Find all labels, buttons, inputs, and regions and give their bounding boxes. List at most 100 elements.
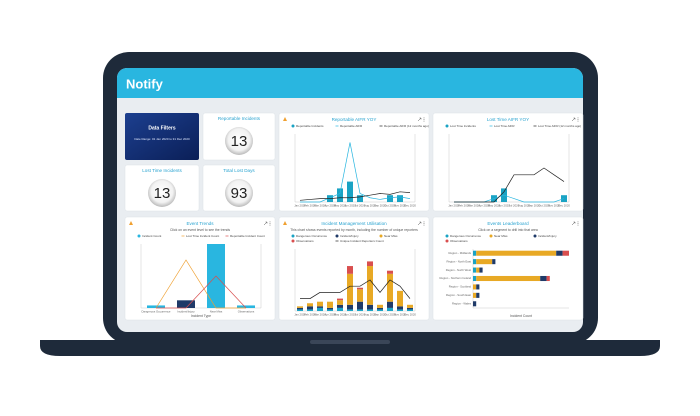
legend-label[interactable]: Near Miss xyxy=(494,234,508,238)
bar-segment[interactable] xyxy=(387,301,393,308)
bar-segment[interactable] xyxy=(397,306,403,310)
bar[interactable] xyxy=(347,181,353,202)
bar-segment[interactable] xyxy=(317,301,323,307)
bar-segment[interactable] xyxy=(479,267,483,273)
bar[interactable] xyxy=(147,305,165,308)
bar-segment[interactable] xyxy=(377,304,383,308)
bar-segment[interactable] xyxy=(357,309,363,311)
bar-segment[interactable] xyxy=(476,284,480,290)
legend-label[interactable]: Incident/Injury xyxy=(538,234,557,238)
bar-segment[interactable] xyxy=(327,309,333,311)
bar-segment[interactable] xyxy=(377,307,383,310)
bar-segment[interactable] xyxy=(407,304,413,308)
legend-label[interactable]: Dangerous Occurrence xyxy=(450,234,481,238)
bar[interactable] xyxy=(397,195,403,202)
legend-swatch[interactable] xyxy=(137,234,141,238)
bar-segment[interactable] xyxy=(307,306,313,310)
bar-segment[interactable] xyxy=(476,259,493,265)
bar[interactable] xyxy=(337,188,343,202)
bar-segment[interactable] xyxy=(473,250,477,256)
legend-label[interactable]: Incident/Injury xyxy=(340,234,359,238)
bar-segment[interactable] xyxy=(347,309,353,311)
legend-label[interactable]: Near Miss xyxy=(384,234,398,238)
bar-segment[interactable] xyxy=(357,301,363,310)
legend-swatch[interactable] xyxy=(533,234,537,238)
legend-swatch[interactable] xyxy=(445,124,449,128)
bar-segment[interactable] xyxy=(473,284,477,290)
bar-segment[interactable] xyxy=(540,275,547,282)
legend-label[interactable]: Lost Time Incidents xyxy=(450,124,476,128)
legend-swatch[interactable] xyxy=(291,124,295,128)
bar-segment[interactable] xyxy=(337,300,343,305)
bar-segment[interactable] xyxy=(307,309,313,311)
bar-segment[interactable] xyxy=(337,304,343,308)
legend-label[interactable]: Incident Count xyxy=(142,234,162,238)
bar-segment[interactable] xyxy=(327,307,333,310)
bar-segment[interactable] xyxy=(476,275,541,282)
bar-segment[interactable] xyxy=(473,301,477,307)
legend-swatch[interactable] xyxy=(291,234,295,238)
bar-segment[interactable] xyxy=(476,267,480,273)
bar-segment[interactable] xyxy=(397,309,403,311)
bar-segment[interactable] xyxy=(473,259,477,265)
bar-segment[interactable] xyxy=(347,273,353,305)
bar-segment[interactable] xyxy=(407,307,413,310)
expand-icon[interactable] xyxy=(417,221,422,226)
filter-panel[interactable] xyxy=(125,113,199,160)
bar-segment[interactable] xyxy=(367,266,373,305)
bar-segment[interactable] xyxy=(407,309,413,311)
bar-segment[interactable] xyxy=(367,261,373,267)
logo[interactable]: Notify xyxy=(126,76,164,91)
expand-icon[interactable] xyxy=(417,117,422,122)
bar-segment[interactable] xyxy=(387,307,393,311)
bar-segment[interactable] xyxy=(397,290,403,307)
bar-segment[interactable] xyxy=(357,287,363,290)
bar-segment[interactable] xyxy=(367,304,373,310)
legend-swatch[interactable] xyxy=(335,234,339,238)
bar-segment[interactable] xyxy=(297,306,303,308)
legend-swatch[interactable] xyxy=(445,239,449,243)
bar-segment[interactable] xyxy=(337,298,343,301)
bar-segment[interactable] xyxy=(562,250,569,256)
legend-label[interactable]: Lost Time Incident Count xyxy=(186,234,219,238)
legend-label[interactable]: Dangerous Occurrence xyxy=(296,234,327,238)
legend-label[interactable]: Unique Incident Reporters Count xyxy=(340,239,384,243)
bar-segment[interactable] xyxy=(307,303,313,307)
bar-segment[interactable] xyxy=(297,307,303,310)
legend-label[interactable]: Lost Time AIFR xyxy=(494,124,515,128)
bar-segment[interactable] xyxy=(327,301,333,308)
bar-segment[interactable] xyxy=(476,292,480,298)
legend-label[interactable]: Observations xyxy=(450,239,468,243)
bar-segment[interactable] xyxy=(297,309,303,311)
legend-swatch[interactable] xyxy=(489,234,493,238)
bar-segment[interactable] xyxy=(347,266,353,274)
bar[interactable] xyxy=(387,195,393,202)
legend-label[interactable]: Observations xyxy=(296,239,314,243)
bar-segment[interactable] xyxy=(556,250,563,256)
legend-label[interactable]: Reportable AIFR (12 months ago) xyxy=(384,124,429,128)
legend-label[interactable]: Reportable AIFR xyxy=(340,124,363,128)
warning-icon[interactable] xyxy=(129,221,133,225)
bar[interactable] xyxy=(237,305,255,308)
bar-segment[interactable] xyxy=(473,292,477,298)
expand-icon[interactable] xyxy=(263,221,268,226)
bar-segment[interactable] xyxy=(347,304,353,310)
bar-segment[interactable] xyxy=(357,289,363,302)
expand-icon[interactable] xyxy=(571,221,576,226)
legend-swatch[interactable] xyxy=(291,239,295,243)
bar-segment[interactable] xyxy=(387,273,393,302)
bar-segment[interactable] xyxy=(473,267,477,273)
expand-icon[interactable] xyxy=(571,117,576,122)
bar-segment[interactable] xyxy=(387,270,393,274)
legend-label[interactable]: Lost Time AIFR (12 months ago) xyxy=(538,124,581,128)
bar-segment[interactable] xyxy=(473,275,477,282)
legend-swatch[interactable] xyxy=(445,234,449,238)
bar-segment[interactable] xyxy=(492,259,496,265)
bar-segment[interactable] xyxy=(476,250,557,256)
warning-icon[interactable] xyxy=(283,117,287,121)
legend-label[interactable]: Reportable Incidents xyxy=(296,124,324,128)
bar-segment[interactable] xyxy=(546,275,550,282)
legend-label[interactable]: Reportable Incident Count xyxy=(230,234,265,238)
bar-segment[interactable] xyxy=(377,309,383,311)
bar-segment[interactable] xyxy=(317,307,323,311)
